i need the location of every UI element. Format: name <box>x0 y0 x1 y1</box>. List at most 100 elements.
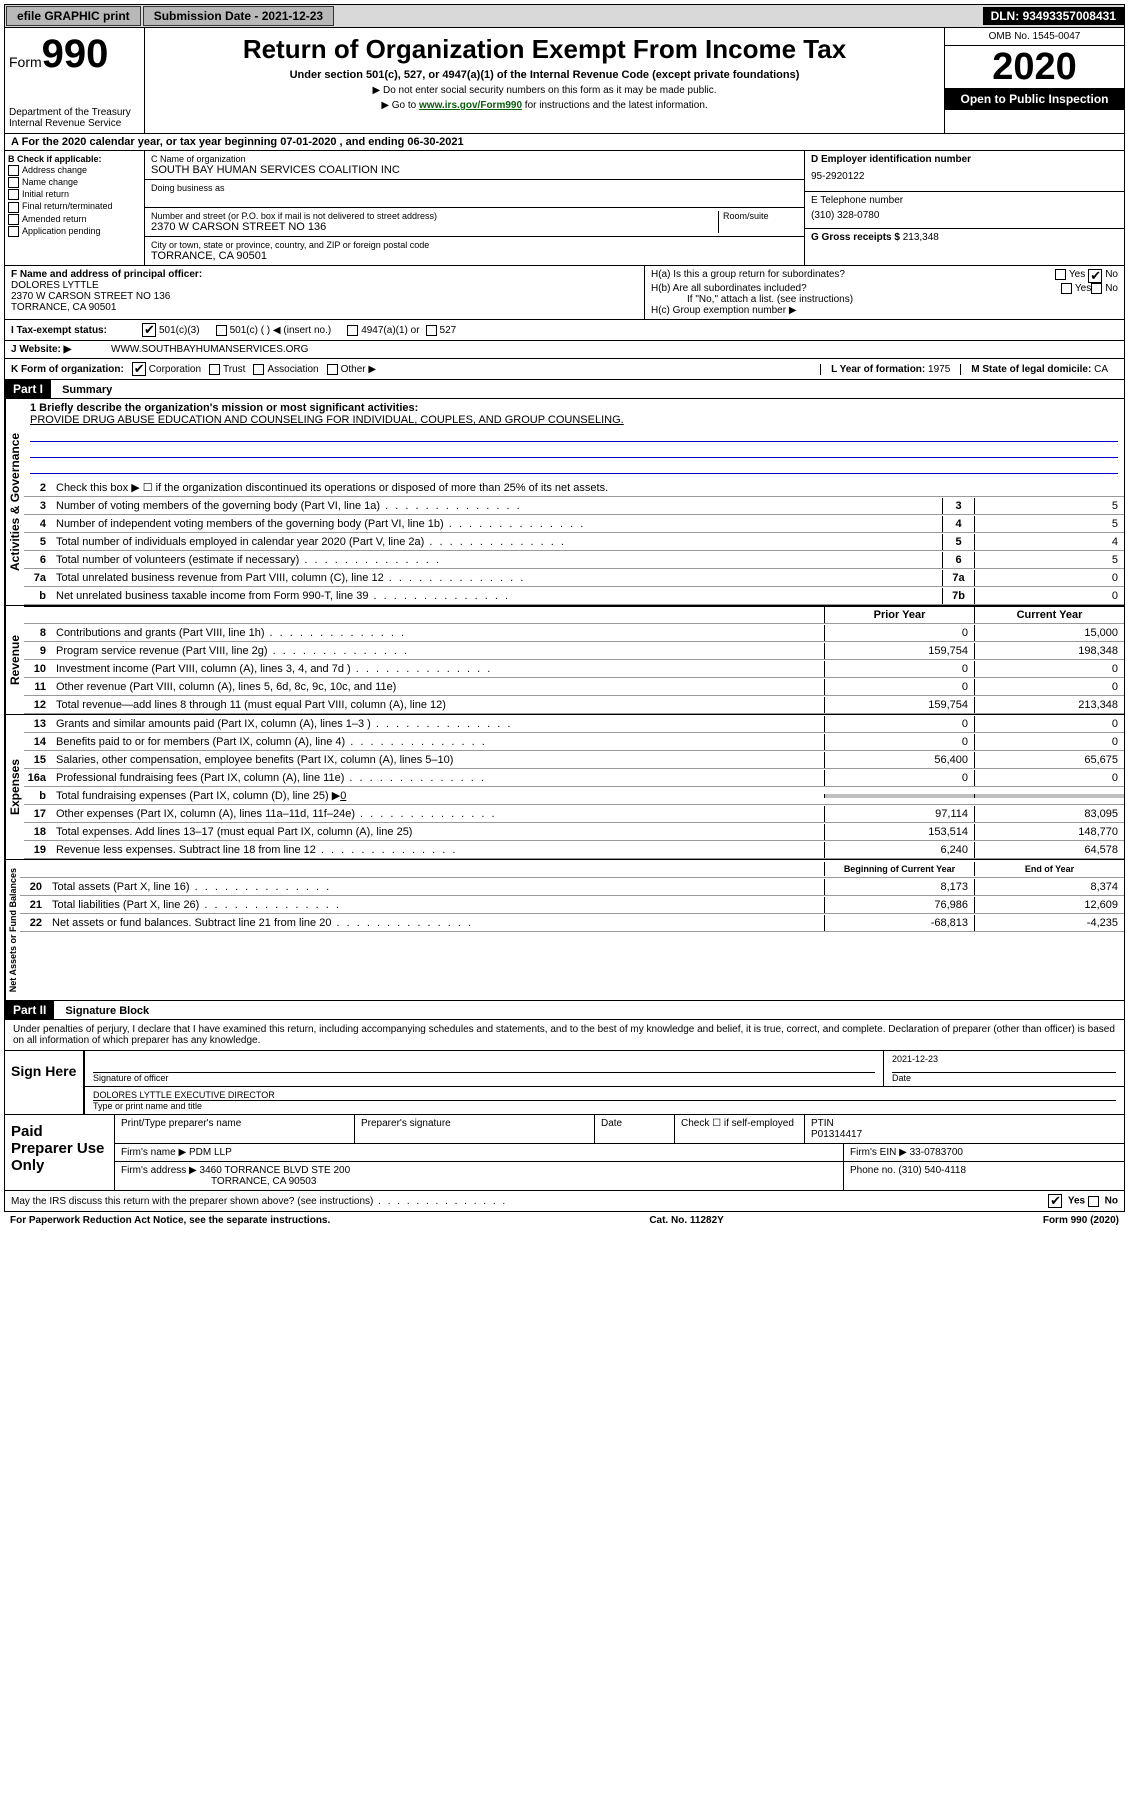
ptin-label: PTIN <box>811 1118 834 1129</box>
firm-addr-label: Firm's address ▶ <box>121 1165 197 1176</box>
val11p: 0 <box>824 679 974 695</box>
form-title: Return of Organization Exempt From Incom… <box>155 34 934 65</box>
line13: Grants and similar amounts paid (Part IX… <box>52 716 824 732</box>
form-subtitle: Under section 501(c), 527, or 4947(a)(1)… <box>155 69 934 81</box>
chk-pending[interactable] <box>8 226 19 237</box>
col-b-checkboxes: B Check if applicable: Address change Na… <box>5 151 145 265</box>
chk-initial[interactable] <box>8 189 19 200</box>
mission-text: PROVIDE DRUG ABUSE EDUCATION AND COUNSEL… <box>30 414 1118 426</box>
val11c: 0 <box>974 679 1124 695</box>
line22: Net assets or fund balances. Subtract li… <box>48 915 824 931</box>
val14p: 0 <box>824 734 974 750</box>
ein-label: D Employer identification number <box>811 154 1118 165</box>
vert-netassets: Net Assets or Fund Balances <box>5 860 20 1000</box>
val15c: 65,675 <box>974 752 1124 768</box>
val18p: 153,514 <box>824 824 974 840</box>
prep-selfemp: Check ☐ if self-employed <box>675 1115 805 1143</box>
chk-other[interactable] <box>327 364 338 375</box>
val16ac: 0 <box>974 770 1124 786</box>
discuss-no[interactable] <box>1088 1196 1099 1207</box>
hb-yes[interactable] <box>1061 283 1072 294</box>
city-val: TORRANCE, CA 90501 <box>151 250 798 262</box>
firm-ein: 33-0783700 <box>910 1147 963 1158</box>
chk-501c[interactable] <box>216 325 227 336</box>
eoy-hdr: End of Year <box>974 862 1124 876</box>
val17p: 97,114 <box>824 806 974 822</box>
year-formation: 1975 <box>928 364 950 375</box>
room-label: Room/suite <box>718 211 798 233</box>
chk-address[interactable] <box>8 165 19 176</box>
irs-link[interactable]: www.irs.gov/Form990 <box>419 100 522 111</box>
revenue-section: Revenue Prior YearCurrent Year 8Contribu… <box>4 606 1125 715</box>
efile-btn[interactable]: efile GRAPHIC print <box>6 6 141 26</box>
org-name-label: C Name of organization <box>151 154 798 164</box>
fgh-row: F Name and address of principal officer:… <box>4 266 1125 320</box>
open-public-badge: Open to Public Inspection <box>945 88 1124 110</box>
line15: Salaries, other compensation, employee b… <box>52 752 824 768</box>
state-domicile: CA <box>1094 364 1108 375</box>
ha-yes[interactable] <box>1055 269 1066 280</box>
ein-val: 95-2920122 <box>811 165 1118 188</box>
val19c: 64,578 <box>974 842 1124 858</box>
current-year-hdr: Current Year <box>974 607 1124 623</box>
chk-corp[interactable] <box>132 362 146 376</box>
chk-trust[interactable] <box>209 364 220 375</box>
firm-name-label: Firm's name ▶ <box>121 1147 186 1158</box>
prep-date-label: Date <box>595 1115 675 1143</box>
val21p: 76,986 <box>824 897 974 913</box>
chk-assoc[interactable] <box>253 364 264 375</box>
bcy-hdr: Beginning of Current Year <box>824 862 974 876</box>
signature-section: Under penalties of perjury, I declare th… <box>4 1020 1125 1115</box>
subdate-btn[interactable]: Submission Date - 2021-12-23 <box>143 6 334 26</box>
vert-governance: Activities & Governance <box>5 399 24 605</box>
b-header: B Check if applicable: <box>8 154 141 164</box>
tax-year: 2020 <box>945 46 1124 88</box>
val4: 5 <box>974 516 1124 532</box>
val12p: 159,754 <box>824 697 974 713</box>
i-label: I Tax-exempt status: <box>11 325 139 336</box>
line4: Number of independent voting members of … <box>52 516 942 532</box>
chk-527[interactable] <box>426 325 437 336</box>
val8c: 15,000 <box>974 625 1124 641</box>
line12: Total revenue—add lines 8 through 11 (mu… <box>52 697 824 713</box>
discuss-row: May the IRS discuss this return with the… <box>4 1191 1125 1212</box>
type-print-label: Type or print name and title <box>93 1100 1116 1111</box>
vert-expenses: Expenses <box>5 715 24 859</box>
j-label: J Website: ▶ <box>11 344 111 355</box>
goto-instr: ▶ Go to www.irs.gov/Form990 for instruct… <box>155 100 934 111</box>
mission-label: 1 Briefly describe the organization's mi… <box>30 402 1118 414</box>
hb-no[interactable] <box>1091 283 1102 294</box>
line11: Other revenue (Part VIII, column (A), li… <box>52 679 824 695</box>
val20c: 8,374 <box>974 879 1124 895</box>
line16b: Total fundraising expenses (Part IX, col… <box>52 787 824 804</box>
prior-year-hdr: Prior Year <box>824 607 974 623</box>
discuss-yes[interactable] <box>1048 1194 1062 1208</box>
org-name: SOUTH BAY HUMAN SERVICES COALITION INC <box>151 164 798 176</box>
no-ssn-note: ▶ Do not enter social security numbers o… <box>155 85 934 96</box>
form-ref: Form 990 (2020) <box>1043 1215 1119 1226</box>
line20: Total assets (Part X, line 16) <box>48 879 824 895</box>
street-label: Number and street (or P.O. box if mail i… <box>151 211 718 221</box>
top-bar: efile GRAPHIC print Submission Date - 20… <box>4 4 1125 28</box>
line7a: Total unrelated business revenue from Pa… <box>52 570 942 586</box>
k-label: K Form of organization: <box>11 364 124 375</box>
part2-title: Signature Block <box>57 1005 149 1017</box>
chk-name[interactable] <box>8 177 19 188</box>
ha-no[interactable] <box>1088 269 1102 283</box>
chk-amended[interactable] <box>8 214 19 225</box>
f-addr2: TORRANCE, CA 90501 <box>11 302 638 313</box>
sig-date-label: Date <box>892 1072 1116 1083</box>
chk-4947[interactable] <box>347 325 358 336</box>
sig-date-val: 2021-12-23 <box>892 1054 1116 1072</box>
hc-label: H(c) Group exemption number ▶ <box>651 305 1118 316</box>
omb-number: OMB No. 1545-0047 <box>945 28 1124 46</box>
chk-501c3[interactable] <box>142 323 156 337</box>
phone-val: (310) 328-0780 <box>811 206 1118 225</box>
chk-final[interactable] <box>8 202 19 213</box>
gross-val: 213,348 <box>903 232 939 243</box>
val8p: 0 <box>824 625 974 641</box>
firm-city: TORRANCE, CA 90503 <box>121 1176 316 1187</box>
expenses-section: Expenses 13Grants and similar amounts pa… <box>4 715 1125 860</box>
part1-title: Summary <box>54 384 112 396</box>
prep-name-label: Print/Type preparer's name <box>115 1115 355 1143</box>
